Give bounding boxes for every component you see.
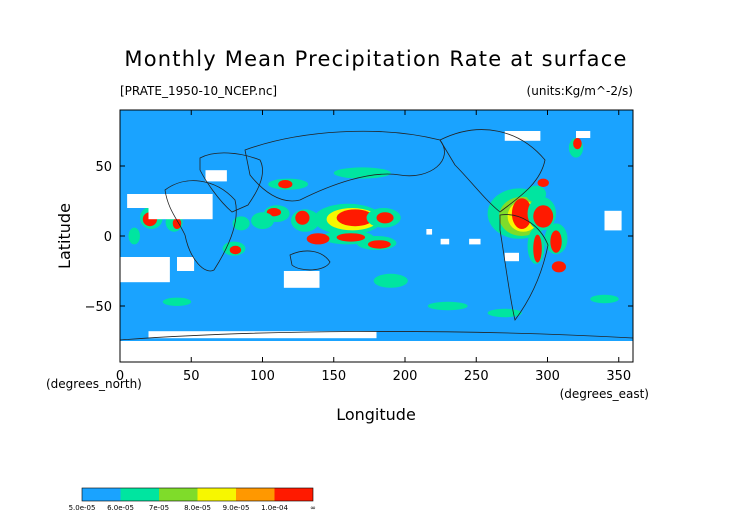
colorbar-label: 7e-05 bbox=[149, 504, 169, 512]
y-axis: −50 0 50 (degrees_north) Latitude bbox=[46, 160, 633, 391]
chart-title: Monthly Mean Precipitation Rate at surfa… bbox=[124, 47, 627, 71]
colorbar-label: 8.0e-05 bbox=[184, 504, 211, 512]
precip-region-17 bbox=[336, 209, 374, 227]
precip-region-35 bbox=[333, 167, 391, 179]
missing-patch-3 bbox=[120, 257, 170, 283]
precip-region-26 bbox=[306, 233, 330, 245]
precip-region-9 bbox=[533, 234, 542, 263]
x-tick-label: 250 bbox=[464, 369, 489, 384]
colorbar-swatch bbox=[236, 488, 275, 501]
x-tick-label: 350 bbox=[606, 369, 631, 384]
precip-region-19 bbox=[376, 212, 394, 224]
colorbar-label: 5.0e-05 bbox=[69, 504, 96, 512]
colorbar-label: 1.0e-04 bbox=[261, 504, 288, 512]
missing-patch-8 bbox=[120, 341, 633, 362]
missing-data-patches bbox=[120, 131, 633, 362]
precip-region-41 bbox=[162, 297, 192, 306]
precip-region-42 bbox=[373, 273, 408, 288]
colorbar-swatch bbox=[159, 488, 198, 501]
y-axis-unit: (degrees_north) bbox=[46, 377, 142, 391]
missing-patch-9 bbox=[148, 331, 377, 339]
precip-region-7 bbox=[537, 178, 549, 187]
missing-patch-14 bbox=[426, 229, 433, 235]
missing-patch-0 bbox=[148, 194, 213, 220]
units-label: (units:Kg/m^-2/s) bbox=[527, 84, 633, 98]
precip-region-5 bbox=[533, 205, 554, 228]
colorbar-swatch bbox=[274, 488, 313, 501]
x-tick-label: 0 bbox=[116, 369, 124, 384]
missing-patch-1 bbox=[127, 194, 149, 208]
missing-patch-11 bbox=[576, 131, 591, 138]
colorbar: 5.0e-05 6.0e-05 7e-05 8.0e-05 9.0e-05 1.0e-04… bbox=[69, 487, 316, 512]
missing-patch-12 bbox=[469, 238, 481, 245]
x-tick-label: 100 bbox=[250, 369, 275, 384]
x-tick-label: 150 bbox=[321, 369, 346, 384]
precip-region-43 bbox=[427, 301, 468, 311]
colorbar-label: 9.0e-05 bbox=[223, 504, 250, 512]
colorbar-swatch bbox=[197, 488, 236, 501]
precip-region-12 bbox=[551, 261, 567, 273]
precip-region-32 bbox=[229, 245, 242, 255]
x-axis: 0 50 100 150 200 250 300 350 (degrees_east) Lon… bbox=[116, 110, 649, 424]
missing-patch-5 bbox=[283, 271, 320, 288]
y-axis-label: Latitude bbox=[55, 203, 74, 269]
x-axis-unit: (degrees_east) bbox=[560, 387, 649, 401]
colorbar-label: ∞ bbox=[310, 504, 316, 512]
y-tick-label: 50 bbox=[95, 160, 112, 175]
y-tick-label: −50 bbox=[85, 300, 112, 315]
missing-patch-13 bbox=[440, 238, 450, 245]
precip-region-3 bbox=[511, 198, 532, 230]
precip-region-6 bbox=[526, 185, 547, 203]
precip-region-44 bbox=[487, 308, 522, 318]
colorbar-swatch bbox=[82, 488, 121, 501]
missing-patch-2 bbox=[205, 170, 227, 182]
precip-region-23 bbox=[336, 233, 366, 242]
missing-patch-7 bbox=[604, 210, 622, 231]
precip-region-30 bbox=[232, 216, 250, 231]
x-axis-label: Longitude bbox=[336, 405, 416, 424]
precip-region-11 bbox=[550, 230, 562, 253]
file-label: [PRATE_1950-10_NCEP.nc] bbox=[120, 84, 277, 98]
precip-region-45 bbox=[590, 294, 619, 304]
colorbar-frame bbox=[81, 487, 314, 502]
precip-region-39 bbox=[172, 217, 182, 229]
precip-region-28 bbox=[266, 208, 282, 217]
precip-region-25 bbox=[295, 210, 310, 225]
colorbar-label: 6.0e-05 bbox=[107, 504, 134, 512]
x-tick-label: 200 bbox=[393, 369, 418, 384]
colorbar-swatch bbox=[120, 488, 159, 501]
plot-area bbox=[120, 110, 633, 362]
missing-patch-4 bbox=[177, 257, 195, 271]
x-tick-label: 300 bbox=[535, 369, 560, 384]
precip-region-40 bbox=[128, 227, 140, 245]
y-tick-label: 0 bbox=[104, 230, 112, 245]
precip-region-34 bbox=[278, 180, 293, 189]
x-tick-label: 50 bbox=[183, 369, 200, 384]
missing-patch-10 bbox=[504, 131, 541, 141]
precip-region-21 bbox=[367, 240, 391, 249]
missing-patch-6 bbox=[504, 252, 519, 262]
precip-region-29 bbox=[251, 212, 274, 230]
precip-region-14 bbox=[573, 138, 582, 150]
coastlines bbox=[120, 129, 633, 341]
